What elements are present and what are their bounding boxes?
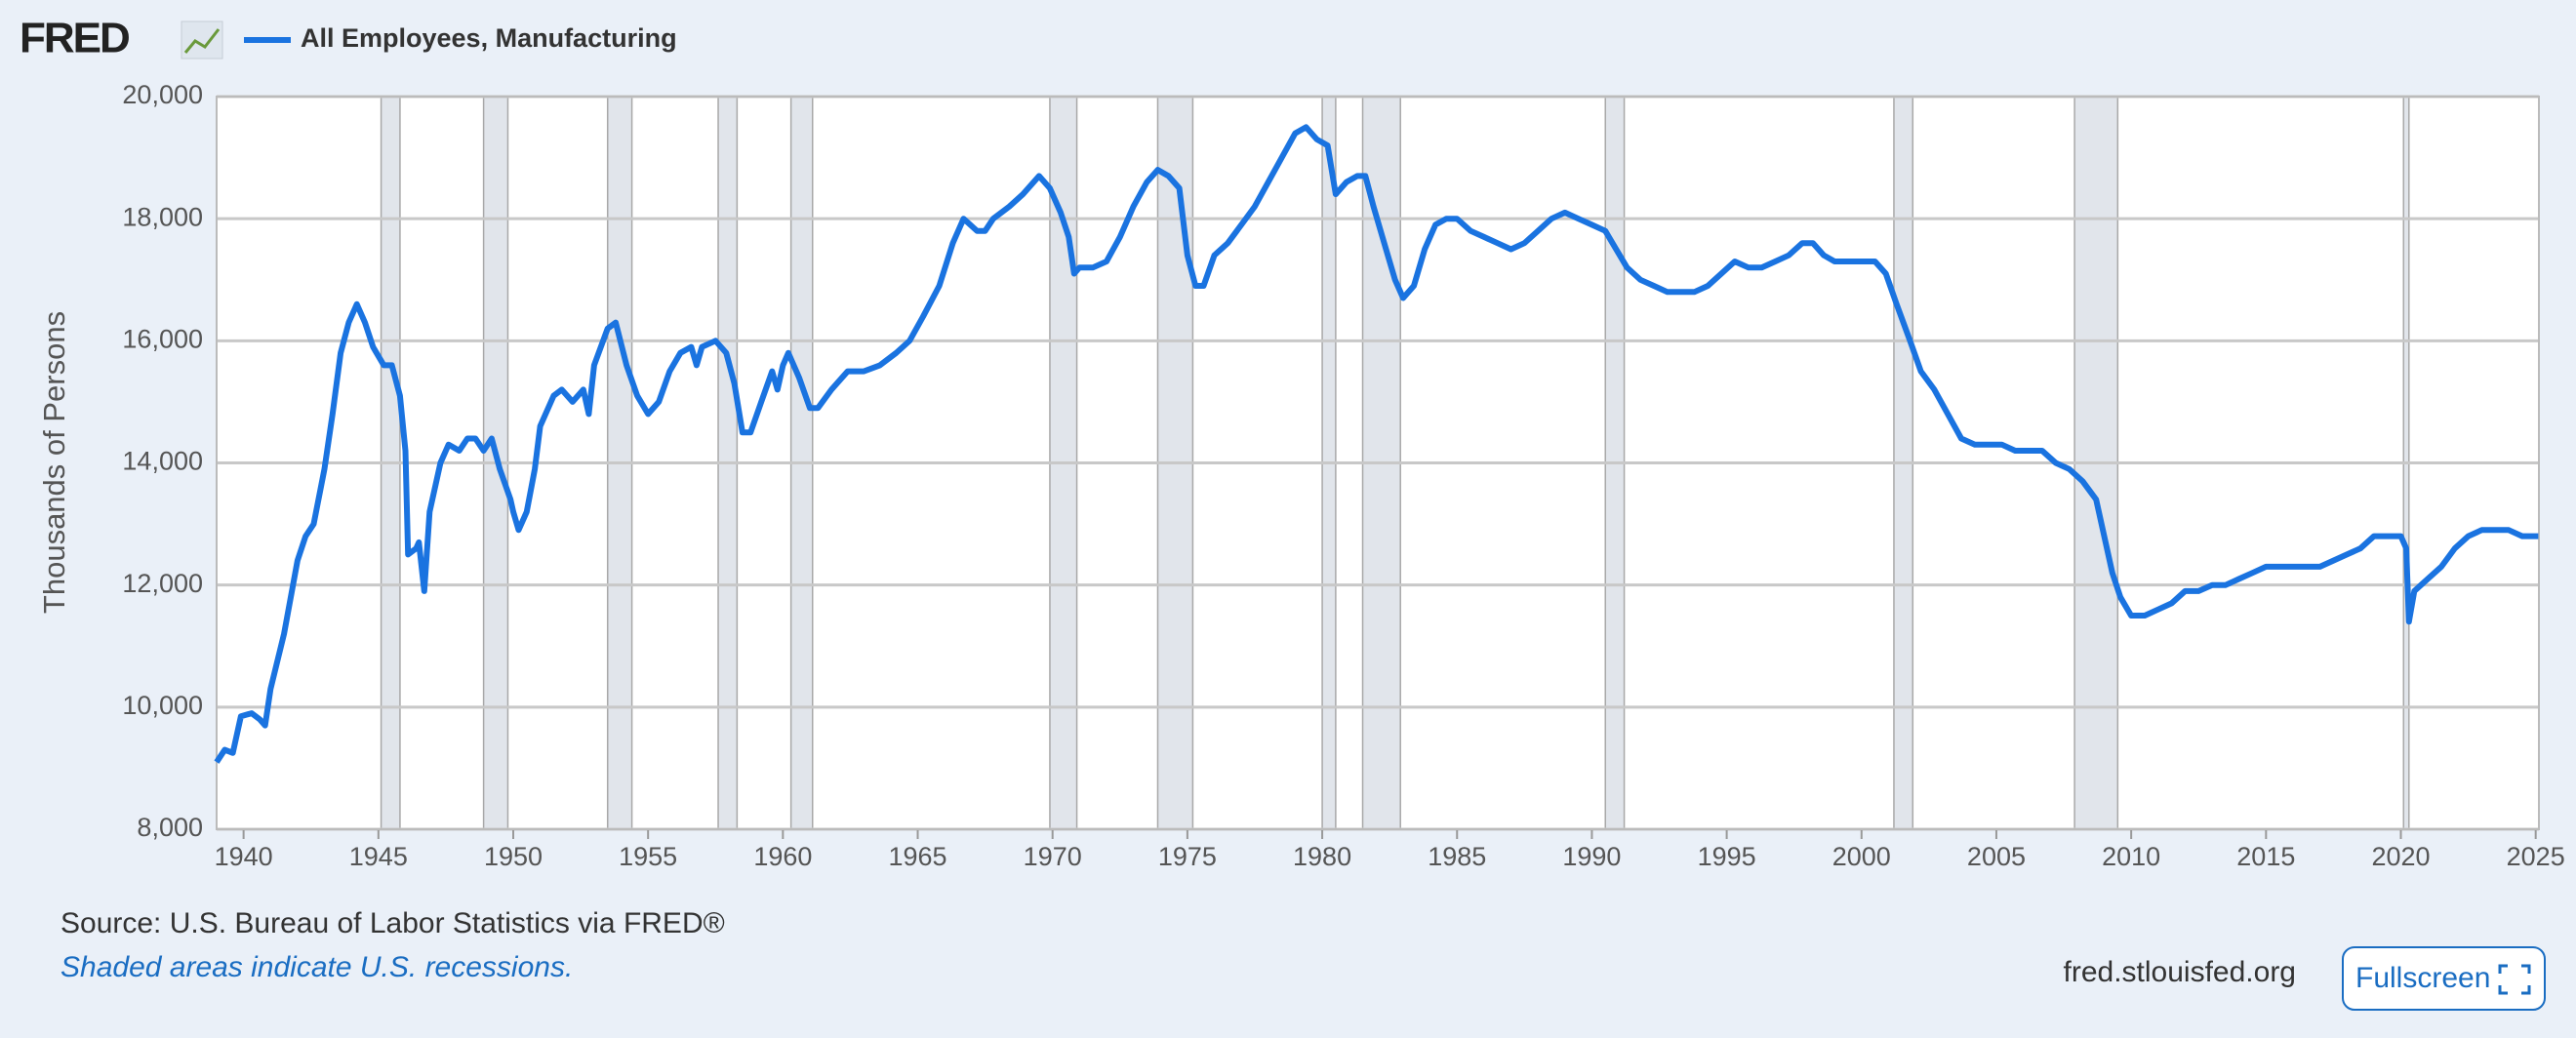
legend-label: All Employees, Manufacturing — [301, 23, 677, 53]
x-tick-label: 1985 — [1428, 842, 1486, 871]
x-tick-label: 1950 — [484, 842, 543, 871]
recession-note: Shaded areas indicate U.S. recessions. — [60, 951, 573, 983]
plot: 8,000 10,000 12,000 14,000 16,000 18,000 20,00… — [122, 80, 2564, 871]
y-axis-label: Thousands of Persons — [37, 311, 71, 614]
x-tick-label: 1940 — [215, 842, 273, 871]
x-tick-label: 1960 — [753, 842, 812, 871]
x-tick-label: 2010 — [2102, 842, 2160, 871]
y-tick-label: 12,000 — [122, 569, 203, 598]
x-tick-label: 1995 — [1698, 842, 1756, 871]
x-tick-label: 1965 — [888, 842, 946, 871]
x-tick-label: 2005 — [1967, 842, 2026, 871]
x-tick-label: 2015 — [2236, 842, 2295, 871]
y-tick-label: 10,000 — [122, 691, 203, 720]
x-tick-label: 1980 — [1293, 842, 1351, 871]
x-tick-label: 2025 — [2507, 842, 2565, 871]
plot-border — [216, 96, 2540, 830]
x-tick-label: 1990 — [1562, 842, 1621, 871]
y-tick-label: 16,000 — [122, 324, 203, 353]
x-tick-label: 2020 — [2371, 842, 2430, 871]
x-tick-label: 1970 — [1024, 842, 1082, 871]
series-line — [214, 124, 2539, 764]
fullscreen-button[interactable]: Fullscreen — [2342, 946, 2546, 1011]
source: Source: U.S. Bureau of Labor Statistics … — [60, 907, 725, 939]
x-tick-label: 1955 — [619, 842, 677, 871]
y-tick-label: 8,000 — [137, 813, 203, 842]
logo-icon — [181, 20, 223, 60]
x-tick-label: 1945 — [349, 842, 408, 871]
y-tick-label: 18,000 — [122, 202, 203, 231]
x-tick-label: 2000 — [1832, 842, 1891, 871]
y-tick-label: 20,000 — [122, 80, 203, 109]
x-tick-label: 1975 — [1158, 842, 1217, 871]
fullscreen-label[interactable]: Fullscreen — [2355, 962, 2490, 994]
y-tick-label: 14,000 — [122, 447, 203, 476]
logo: FRED — [20, 15, 129, 62]
site-link: fred.stlouisfed.org — [2064, 956, 2296, 988]
